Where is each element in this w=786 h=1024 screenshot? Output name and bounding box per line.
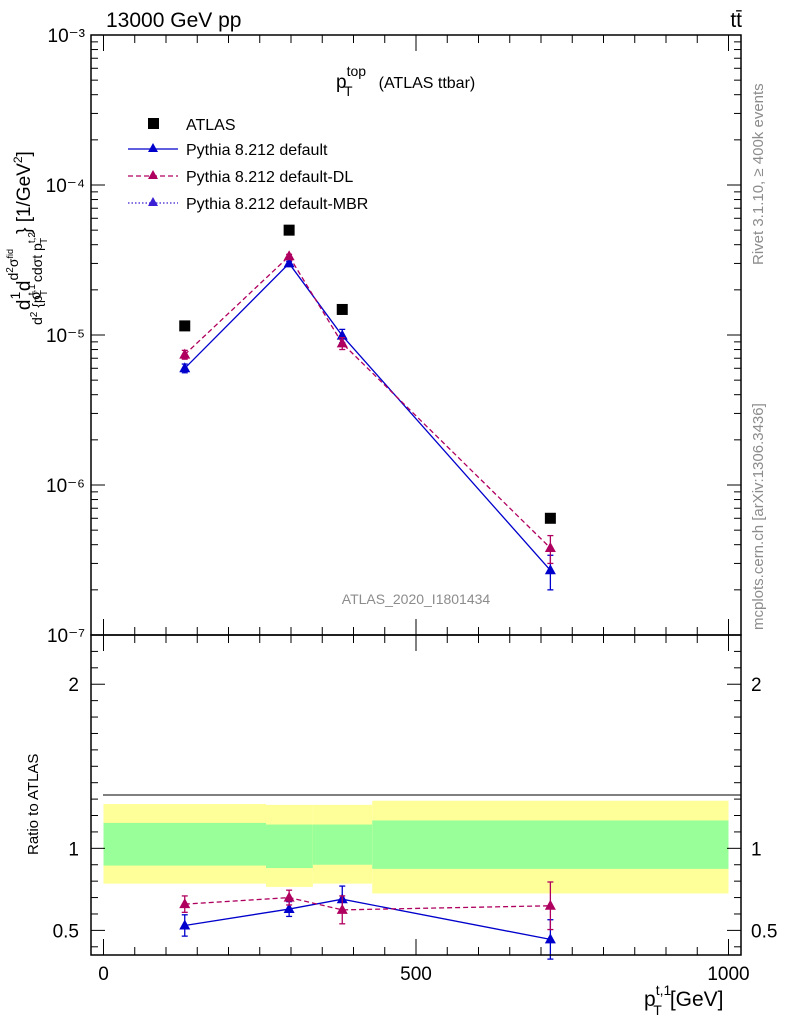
main-title: ptop T (ATLAS ttbar) bbox=[336, 63, 475, 99]
legend: ATLAS Pythia 8.212 default Pythia 8.212 … bbox=[128, 117, 368, 213]
ylabel-part-10: 2 bbox=[29, 311, 40, 317]
ratio-bands bbox=[103, 800, 729, 894]
ratio-panel: 0 500 1000 0.5 0.5 1 1 2 2 Ratio to ATLAS pt,1 T [… bbox=[25, 634, 777, 1018]
ratio-band-green bbox=[312, 824, 373, 865]
main-series-marker bbox=[544, 542, 556, 553]
xlabel-p: p bbox=[644, 988, 656, 1011]
ratio-y-axis-label: Ratio to ATLAS bbox=[25, 754, 42, 855]
ylabel-part-7: σ bbox=[5, 258, 21, 267]
ylabel-part-16: T bbox=[39, 238, 50, 244]
ylabel-part-15: t,2 bbox=[27, 232, 38, 244]
ratio-y-tick-label-right: 2 bbox=[751, 675, 762, 696]
ratio-y-tick-label-right: 0.5 bbox=[751, 921, 777, 942]
ratio-y-tick-label: 1 bbox=[68, 839, 79, 860]
ylabel-part-17: } [1/GeV bbox=[14, 163, 35, 234]
ylabel-part-12: t,1 bbox=[27, 284, 38, 296]
ratio-band-green bbox=[372, 820, 729, 869]
ylabel-part-19: ] bbox=[14, 151, 35, 156]
main-series-marker bbox=[283, 250, 295, 261]
ratio-series-marker bbox=[544, 933, 556, 944]
main-y-tick-label: 10⁻⁴ bbox=[46, 176, 85, 197]
main-series-marker bbox=[283, 257, 295, 268]
main-atlas-point bbox=[283, 224, 295, 236]
process-label: tt̄ bbox=[730, 9, 742, 32]
ylabel-part-13: T bbox=[39, 290, 50, 296]
ylabel-part-1: d bbox=[14, 300, 35, 311]
ratio-series-marker bbox=[544, 899, 556, 910]
main-y-tick-label: 10⁻⁷ bbox=[47, 626, 85, 647]
main-series-marker bbox=[179, 362, 191, 373]
main-y-tick-label: 10⁻⁵ bbox=[46, 326, 85, 347]
ratio-band-green bbox=[103, 822, 266, 866]
ratio-x-tick-label: 1000 bbox=[707, 964, 749, 985]
legend-label-default: Pythia 8.212 default bbox=[186, 142, 328, 159]
ratio-y-tick-label-right: 1 bbox=[751, 839, 762, 860]
main-panel: 10⁻⁷10⁻⁶10⁻⁵10⁻⁴10⁻³ ptop T (ATLAS ttbar) … bbox=[5, 26, 742, 647]
ratio-y-tick-label: 0.5 bbox=[53, 921, 79, 942]
main-atlas-point bbox=[544, 512, 556, 524]
main-atlas-point bbox=[179, 320, 191, 332]
legend-label-mbr: Pythia 8.212 default-MBR bbox=[186, 196, 368, 213]
xlabel-sup: t,1 bbox=[656, 982, 672, 998]
ratio-frame bbox=[90, 634, 742, 956]
ylabel-part-9: d bbox=[29, 317, 45, 325]
main-atlas-point bbox=[336, 303, 348, 315]
ylabel-part-3: σ bbox=[27, 291, 43, 300]
main-title-sup: top bbox=[347, 63, 367, 79]
xlabel-unit: [GeV] bbox=[670, 988, 724, 1011]
ratio-band-green bbox=[266, 824, 313, 869]
ratio-y-tick-label: 2 bbox=[68, 675, 79, 696]
main-y-tick-label: 10⁻⁶ bbox=[46, 476, 85, 497]
main-series-marker bbox=[544, 564, 556, 575]
main-y-tick-label: 10⁻³ bbox=[48, 26, 86, 47]
main-series-line bbox=[184, 255, 551, 549]
ylabel-part-4: d bbox=[14, 281, 35, 292]
main-series-line bbox=[184, 262, 551, 571]
ylabel-part-8: fid bbox=[5, 249, 15, 259]
main-title-p: p bbox=[336, 72, 347, 93]
ylabel-part-11: {p bbox=[29, 295, 45, 312]
analysis-watermark: ATLAS_2020_I1801434 bbox=[342, 591, 491, 607]
ratio-series-marker bbox=[179, 919, 191, 930]
main-ticks: 10⁻⁷ 10⁻⁶ 10⁻⁵ 10⁻⁴ 10⁻³ bbox=[46, 26, 741, 647]
ratio-data-layer bbox=[179, 881, 556, 960]
mcplots-label: mcplots.cern.ch [arXiv:1306.3436] bbox=[750, 403, 767, 630]
main-series-marker bbox=[179, 348, 191, 359]
main-series-marker bbox=[336, 337, 348, 348]
ratio-series-marker bbox=[283, 903, 295, 914]
legend-marker-default bbox=[148, 143, 158, 152]
ylabel-part-2: 1 bbox=[7, 292, 23, 300]
xlabel-sub: T bbox=[653, 1002, 662, 1018]
ylabel-part-5: d bbox=[5, 273, 21, 281]
main-title-sub: T bbox=[344, 83, 353, 99]
legend-marker-dl bbox=[148, 170, 158, 179]
energy-label: 13000 GeV pp bbox=[106, 9, 241, 32]
ratio-series-marker bbox=[336, 903, 348, 914]
main-title-rest: (ATLAS ttbar) bbox=[379, 75, 476, 92]
ratio-series-line bbox=[184, 896, 551, 911]
legend-marker-mbr bbox=[148, 197, 158, 206]
ratio-x-axis-label: pt,1 T [GeV] bbox=[644, 982, 724, 1018]
rivet-label: Rivet 3.1.10, ≥ 400k events bbox=[750, 83, 767, 265]
ylabel-part-14: cdσt p bbox=[29, 243, 45, 286]
main-y-axis-label: d1 σdd2σfidd2 {pt,1T cdσt pt,2T} [1/GeV2] bbox=[5, 151, 50, 325]
ratio-ticks: 0 500 1000 0.5 0.5 1 1 2 2 bbox=[53, 635, 777, 985]
ratio-series-marker bbox=[179, 898, 191, 909]
ratio-x-tick-label: 500 bbox=[400, 964, 432, 985]
ratio-series-line bbox=[184, 898, 551, 941]
ratio-x-tick-label: 0 bbox=[98, 964, 109, 985]
legend-label-atlas: ATLAS bbox=[186, 117, 236, 134]
legend-marker-atlas bbox=[148, 118, 159, 129]
ylabel-part-18: 2 bbox=[11, 156, 25, 163]
legend-label-dl: Pythia 8.212 default-DL bbox=[186, 169, 353, 186]
ratio-series-marker bbox=[283, 891, 295, 902]
main-data-layer bbox=[179, 224, 556, 591]
ylabel-part-6: 2 bbox=[5, 267, 16, 273]
